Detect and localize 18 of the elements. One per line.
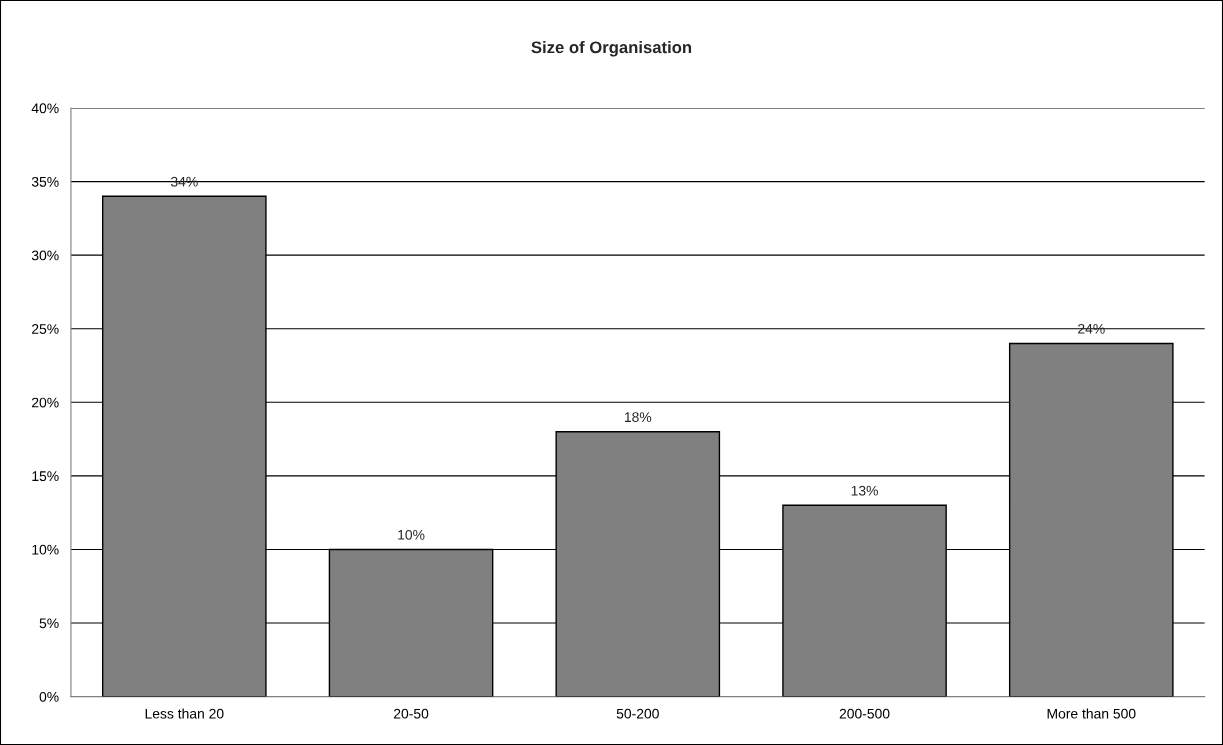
data-label: 10% [398,529,425,540]
x-tick-label: 20-50 [393,708,429,719]
y-tick-label: 15% [32,471,59,482]
chart-title: Size of Organisation [531,40,692,57]
y-tick-label: 20% [32,397,59,408]
y-tick-label: 25% [32,324,59,334]
y-tick-label: 35% [31,176,59,187]
x-tick-label: 200-500 [839,708,890,719]
y-tick-label: 0% [39,691,59,702]
data-label: 13% [851,485,878,496]
x-tick-label: Less than 20 [145,708,224,719]
y-tick-label: 10% [32,544,59,555]
x-tick-label: More than 500 [1047,708,1136,719]
y-tick-label: 30% [31,250,59,261]
x-tick-label: 50-200 [616,708,659,719]
data-label: 18% [624,412,652,423]
y-tick-label: 5% [39,618,59,629]
y-tick-label: 40% [31,103,59,114]
